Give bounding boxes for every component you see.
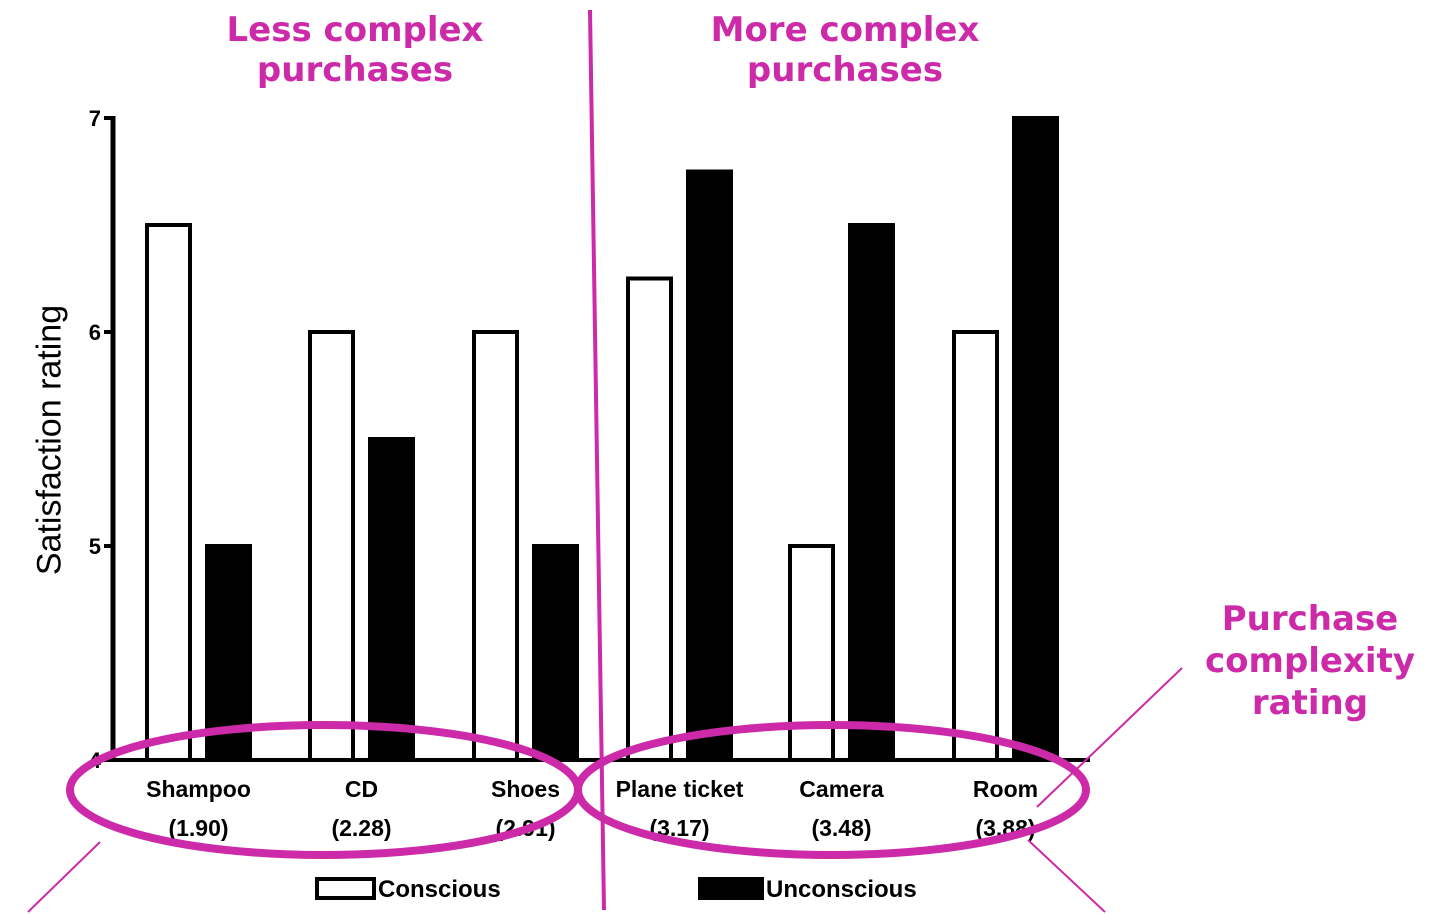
legend-label-conscious: Conscious (378, 876, 501, 903)
annotation-pointer-line (1036, 667, 1183, 808)
heading-more-complex-line-1: More complex (710, 10, 980, 50)
y-tick-label: 6 (89, 320, 101, 345)
ellipse-more-complex (574, 721, 1090, 859)
legend-swatch-unconscious (698, 877, 764, 900)
bar-unconscious-cd (368, 437, 415, 762)
bar-conscious-room (952, 330, 999, 762)
x-tick-label: Plane ticket (616, 776, 744, 802)
bar-conscious-cd (308, 330, 355, 762)
overlay-layer (27, 9, 1183, 913)
annotation-line-2: complexity (1205, 641, 1415, 681)
y-axis-label: Satisfaction rating (30, 304, 69, 576)
x-tick-label: CD (345, 776, 378, 802)
bars-layer (145, 116, 1059, 762)
legend: Conscious Unconscious (315, 876, 917, 903)
x-tick-label: Shampoo (146, 776, 251, 802)
purchase-complexity-annotation: Purchase complexity rating (1175, 598, 1445, 724)
bar-unconscious-plane-ticket (686, 169, 733, 762)
complexity-rating-label: (2.28) (331, 815, 391, 841)
complexity-rating-label: (1.90) (168, 815, 228, 841)
ellipse-tail-left (27, 841, 101, 913)
x-tick-label: Shoes (491, 776, 560, 802)
bar-conscious-shampoo (145, 223, 192, 762)
x-tick-label: Room (973, 776, 1038, 802)
y-tick-label: 5 (89, 534, 101, 559)
heading-less-complex-line-2: purchases (256, 50, 454, 90)
annotation-line-3: rating (1251, 683, 1369, 723)
bar-unconscious-shoes (532, 544, 579, 762)
bar-unconscious-camera (848, 223, 895, 762)
heading-more-complex-line-2: purchases (746, 50, 944, 90)
heading-less-complex: Less complex purchases (185, 10, 525, 90)
divider-line (588, 9, 606, 911)
ellipse-tail-right (1027, 839, 1106, 913)
annotation-line-1: Purchase (1221, 599, 1399, 639)
heading-more-complex: More complex purchases (675, 10, 1015, 90)
bar-conscious-plane-ticket (626, 276, 673, 762)
legend-swatch-conscious (315, 877, 376, 900)
bar-unconscious-room (1012, 116, 1059, 762)
heading-less-complex-line-1: Less complex (226, 10, 484, 50)
complexity-rating-label: (3.48) (811, 815, 871, 841)
bar-conscious-shoes (472, 330, 519, 762)
legend-label-unconscious: Unconscious (766, 876, 917, 903)
y-tick-label: 7 (89, 106, 101, 131)
x-tick-label: Camera (799, 776, 884, 802)
